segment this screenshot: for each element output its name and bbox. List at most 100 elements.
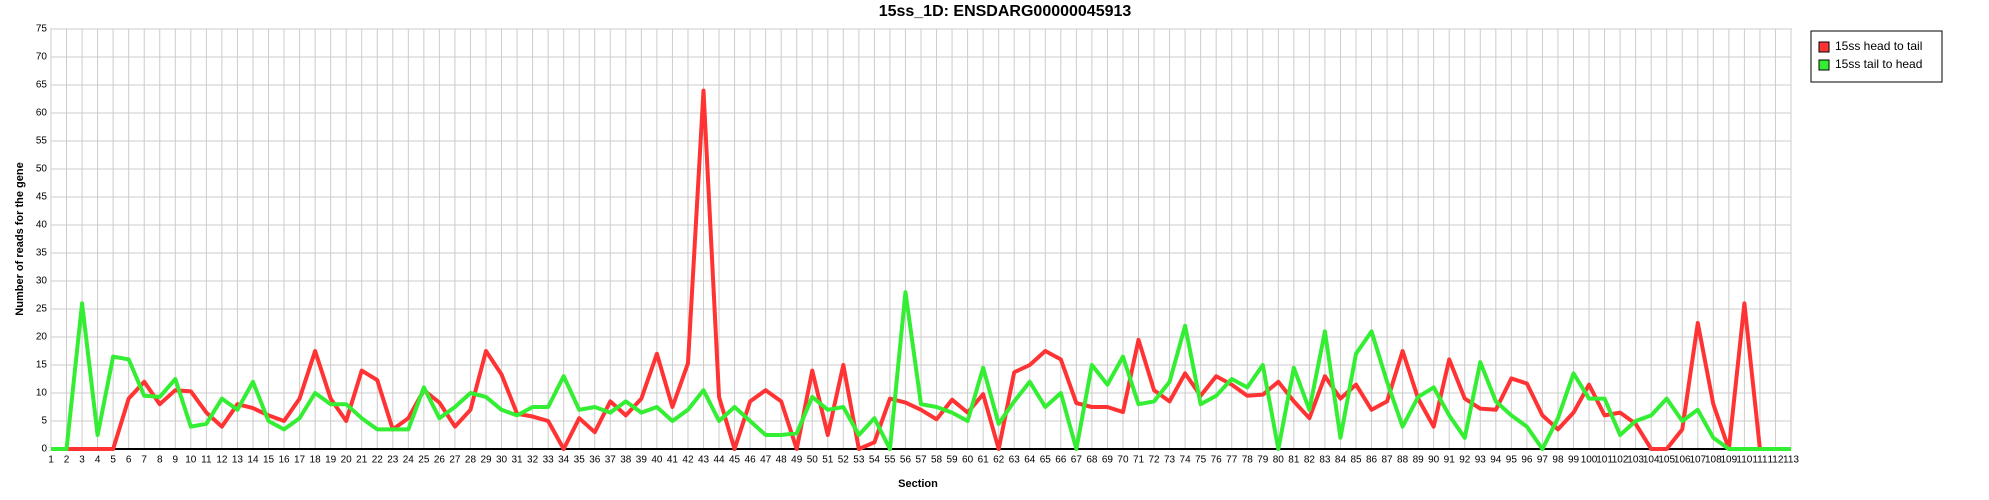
- y-tick-label: 20: [36, 332, 48, 343]
- x-tick-label: 91: [1444, 455, 1456, 466]
- x-tick-label: 68: [1086, 455, 1098, 466]
- x-tick-label: 14: [247, 455, 259, 466]
- y-tick-label: 5: [41, 416, 47, 427]
- y-tick-label: 60: [36, 108, 48, 119]
- x-tick-label: 60: [962, 455, 974, 466]
- x-tick-label: 106: [1674, 455, 1691, 466]
- x-tick-label: 74: [1180, 455, 1192, 466]
- x-axis-title: Section: [898, 478, 938, 490]
- legend-label: 15ss tail to head: [1835, 57, 1922, 71]
- x-tick-label: 18: [310, 455, 322, 466]
- x-tick-label: 51: [822, 455, 834, 466]
- x-tick-label: 13: [232, 455, 244, 466]
- x-tick-label: 78: [1242, 455, 1254, 466]
- x-tick-label: 20: [341, 455, 353, 466]
- x-tick-label: 43: [698, 455, 710, 466]
- chart-title: 15ss_1D: ENSDARG00000045913: [879, 3, 1132, 20]
- x-tick-label: 77: [1226, 455, 1238, 466]
- x-tick-label: 24: [403, 455, 415, 466]
- x-tick-label: 76: [1211, 455, 1223, 466]
- x-tick-label: 27: [449, 455, 461, 466]
- x-tick-label: 47: [760, 455, 772, 466]
- x-tick-label: 44: [713, 455, 725, 466]
- x-tick-label: 26: [434, 455, 446, 466]
- x-tick-label: 50: [807, 455, 819, 466]
- y-tick-label: 25: [36, 304, 48, 315]
- x-tick-label: 92: [1459, 455, 1471, 466]
- x-tick-label: 87: [1382, 455, 1394, 466]
- x-tick-label: 1: [48, 455, 54, 466]
- x-tick-label: 41: [667, 455, 679, 466]
- series-line: [51, 88, 1791, 451]
- x-tick-label: 35: [574, 455, 586, 466]
- x-tick-label: 34: [558, 455, 570, 466]
- x-tick-label: 12: [216, 455, 228, 466]
- x-tick-label: 89: [1413, 455, 1425, 466]
- x-tick-label: 63: [1009, 455, 1021, 466]
- x-tick-label: 2: [64, 455, 70, 466]
- x-tick-label: 72: [1148, 455, 1160, 466]
- x-tick-label: 40: [651, 455, 663, 466]
- x-tick-label: 6: [126, 455, 132, 466]
- x-tick-label: 38: [620, 455, 632, 466]
- x-tick-label: 21: [356, 455, 368, 466]
- x-tick-label: 99: [1568, 455, 1580, 466]
- x-tick-label: 61: [978, 455, 990, 466]
- x-tick-label: 108: [1705, 455, 1722, 466]
- x-tick-label: 93: [1475, 455, 1487, 466]
- x-tick-label: 113: [1783, 455, 1799, 466]
- x-tick-label: 94: [1490, 455, 1502, 466]
- x-tick-label: 112: [1767, 455, 1783, 466]
- x-tick-label: 82: [1304, 455, 1316, 466]
- x-tick-label: 104: [1643, 455, 1660, 466]
- x-tick-label: 102: [1612, 455, 1629, 466]
- x-tick-label: 39: [636, 455, 648, 466]
- y-tick-label: 55: [36, 136, 48, 147]
- x-tick-label: 42: [682, 455, 694, 466]
- x-tick-label: 79: [1257, 455, 1269, 466]
- x-tick-label: 25: [418, 455, 430, 466]
- x-tick-label: 37: [605, 455, 617, 466]
- x-tick-label: 67: [1071, 455, 1083, 466]
- y-tick-label: 70: [36, 52, 48, 63]
- x-tick-label: 100: [1581, 455, 1598, 466]
- y-tick-label: 15: [36, 360, 48, 371]
- x-tick-label: 48: [776, 455, 788, 466]
- x-tick-label: 64: [1024, 455, 1036, 466]
- x-tick-label: 4: [95, 455, 101, 466]
- y-tick-label: 40: [36, 220, 48, 231]
- x-tick-label: 3: [79, 455, 85, 466]
- legend-swatch: [1818, 59, 1830, 71]
- x-tick-label: 23: [387, 455, 399, 466]
- legend-swatch: [1818, 41, 1830, 53]
- x-tick-label: 103: [1627, 455, 1644, 466]
- x-tick-label: 32: [527, 455, 539, 466]
- y-tick-label: 65: [36, 80, 48, 91]
- x-tick-label: 101: [1596, 455, 1613, 466]
- x-tick-label: 84: [1335, 455, 1347, 466]
- x-tick-label: 33: [543, 455, 555, 466]
- y-tick-label: 35: [36, 248, 48, 259]
- x-tick-label: 90: [1428, 455, 1440, 466]
- x-tick-label: 81: [1288, 455, 1300, 466]
- y-tick-label: 10: [36, 388, 48, 399]
- x-tick-label: 22: [372, 455, 384, 466]
- x-tick-label: 55: [884, 455, 896, 466]
- x-tick-label: 69: [1102, 455, 1114, 466]
- x-tick-label: 85: [1350, 455, 1362, 466]
- legend-box: [1810, 30, 1943, 83]
- x-tick-label: 109: [1721, 455, 1738, 466]
- y-tick-label: 0: [41, 444, 47, 455]
- x-tick-label: 97: [1537, 455, 1549, 466]
- x-tick-label: 31: [512, 455, 524, 466]
- y-tick-label: 45: [36, 192, 48, 203]
- x-tick-label: 53: [853, 455, 865, 466]
- x-tick-label: 7: [141, 455, 147, 466]
- x-tick-label: 57: [915, 455, 927, 466]
- x-tick-label: 28: [465, 455, 477, 466]
- x-tick-label: 19: [325, 455, 337, 466]
- x-tick-label: 5: [110, 455, 116, 466]
- x-tick-label: 16: [278, 455, 290, 466]
- y-tick-label: 75: [36, 24, 48, 35]
